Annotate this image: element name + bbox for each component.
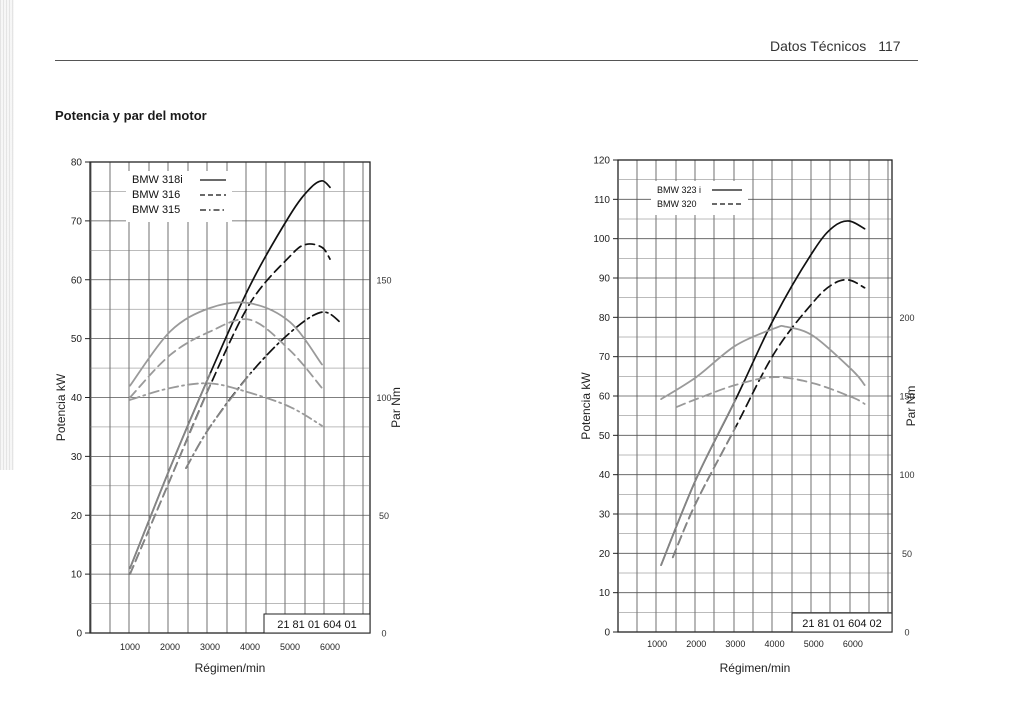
series-bmw-315-power-lowrange: [185, 373, 251, 469]
section-title: Potencia y par del motor: [55, 108, 207, 123]
y-tick-label: 80: [71, 158, 83, 169]
figure-code: 21 81 01 604 02: [802, 618, 882, 630]
y2-axis-title: Par Nm: [904, 386, 918, 427]
series-bmw-316-torque: [129, 318, 323, 399]
y-tick-label: 100: [593, 234, 610, 245]
header-rule: [55, 60, 918, 61]
y-tick-label: 10: [71, 570, 83, 581]
y-tick-label: 70: [599, 352, 611, 363]
y2-tick-label: 50: [379, 511, 389, 521]
y-tick-label: 50: [71, 334, 83, 345]
y-tick-label: 0: [604, 628, 610, 639]
series-bmw-323-i-torque: [660, 324, 866, 400]
x-tick-label: 6000: [320, 642, 340, 652]
x-tick-label: 5000: [804, 639, 824, 649]
x-tick-label: 4000: [240, 642, 260, 652]
legend-label: BMW 315: [132, 204, 180, 216]
x-tick-label: 1000: [647, 639, 667, 649]
y2-tick-label: 200: [899, 313, 914, 323]
series-bmw-320-power: [671, 278, 866, 559]
y-tick-label: 10: [599, 588, 611, 599]
y-tick-label: 0: [76, 629, 82, 640]
page-header: Datos Técnicos 117: [770, 38, 901, 54]
legend-label: BMW 316: [132, 189, 180, 201]
y-tick-label: 110: [594, 195, 610, 206]
series-bmw-316-power: [129, 243, 331, 575]
series-bmw-323-i-power-lowrange: [660, 399, 737, 566]
series-bmw-316-power-lowrange: [129, 384, 211, 575]
series-bmw-315-power: [185, 311, 343, 469]
y-tick-label: 70: [71, 216, 83, 227]
y-axis-title: Potencia kW: [54, 373, 68, 441]
y2-axis-title: Par Nm: [389, 387, 403, 428]
series-bmw-318i-power-lowrange: [129, 373, 211, 570]
y2-tick-label: 150: [899, 392, 914, 402]
y2-tick-label: 0: [381, 629, 386, 639]
y2-tick-label: 50: [902, 549, 912, 559]
y-tick-label: 90: [599, 274, 611, 285]
series-bmw-318i-torque: [129, 301, 323, 387]
y-tick-label: 30: [71, 452, 83, 463]
y-tick-label: 80: [599, 313, 611, 324]
x-tick-label: 2000: [160, 642, 180, 652]
x-tick-label: 3000: [725, 639, 745, 649]
y-tick-label: 20: [599, 549, 611, 560]
x-tick-label: 2000: [686, 639, 706, 649]
legend-label: BMW 320: [657, 199, 697, 209]
figure-code-box: [263, 613, 371, 634]
x-tick-label: 1000: [120, 642, 140, 652]
series-bmw-320-power-lowrange: [671, 426, 737, 559]
y-tick-label: 50: [599, 431, 611, 442]
x-tick-label: 4000: [765, 639, 785, 649]
legend-label: BMW 318i: [132, 174, 183, 186]
y-tick-label: 40: [599, 470, 611, 481]
page-number: 117: [878, 38, 901, 54]
y-tick-label: 120: [593, 156, 610, 167]
y2-tick-label: 100: [899, 470, 914, 480]
y-axis-title: Potencia kW: [579, 372, 593, 440]
series-bmw-320-torque: [675, 376, 866, 408]
legend-label: BMW 323 i: [657, 185, 701, 195]
y2-tick-label: 150: [376, 275, 391, 285]
y-tick-label: 60: [599, 392, 611, 403]
x-axis-title: Régimen/min: [195, 661, 266, 675]
figure-code-box: [791, 612, 893, 633]
y-tick-label: 40: [71, 393, 83, 404]
page-binding-edge: [0, 0, 14, 470]
x-axis-title: Régimen/min: [720, 661, 791, 675]
series-bmw-315-torque: [129, 382, 323, 427]
legend-box: [651, 181, 748, 215]
y-tick-label: 60: [71, 275, 83, 286]
figure-code: 21 81 01 604 01: [277, 619, 357, 631]
y-tick-label: 20: [71, 511, 83, 522]
x-tick-label: 6000: [843, 639, 863, 649]
series-bmw-318i-power: [129, 179, 331, 570]
y2-tick-label: 100: [376, 393, 391, 403]
x-tick-label: 5000: [280, 642, 300, 652]
header-section-title: Datos Técnicos: [770, 38, 867, 54]
x-tick-label: 3000: [200, 642, 220, 652]
y2-tick-label: 0: [904, 628, 909, 638]
y-tick-label: 30: [599, 510, 611, 521]
